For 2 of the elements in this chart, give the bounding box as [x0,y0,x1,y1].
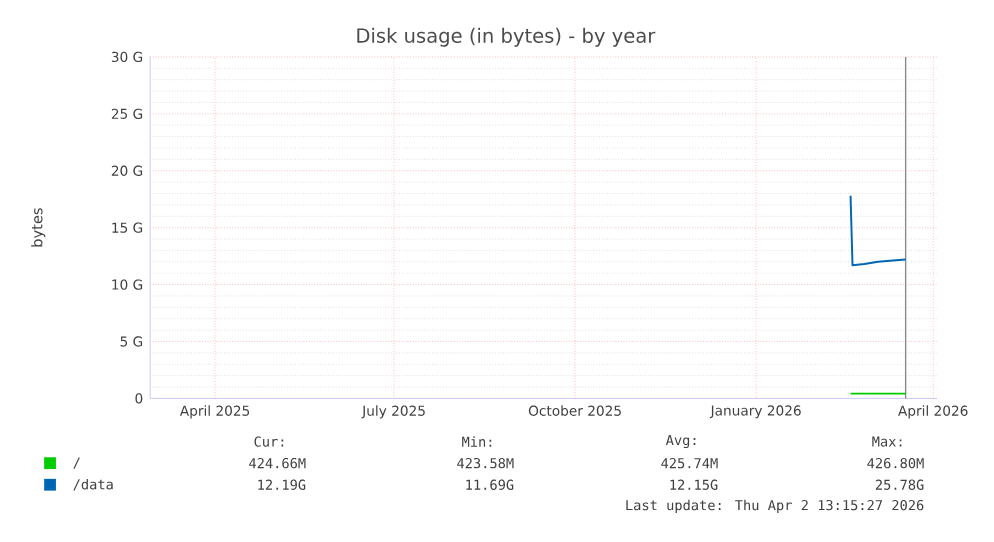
line-series [849,194,907,267]
chart-title: Disk usage (in bytes) - by year [357,27,656,47]
